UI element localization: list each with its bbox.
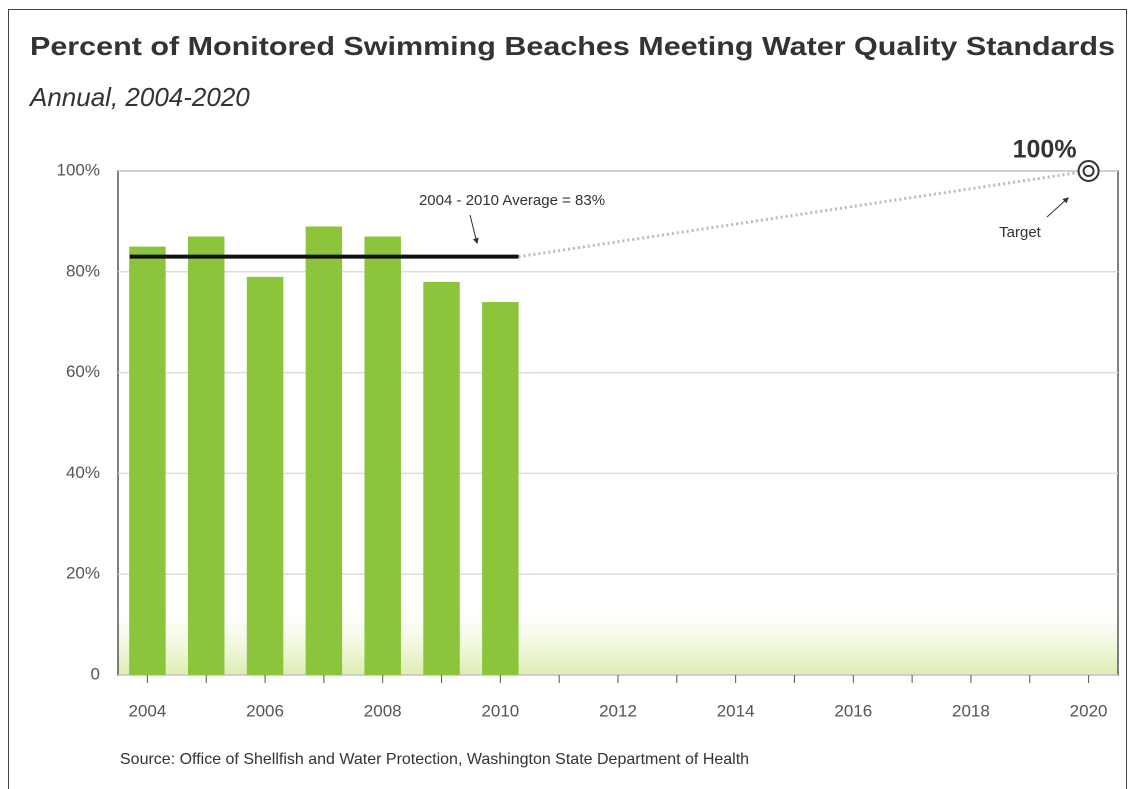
- x-tick-label: 2020: [1070, 701, 1108, 720]
- bar: [246, 276, 284, 675]
- bar: [305, 226, 343, 675]
- bar: [188, 236, 225, 675]
- average-arrow: [469, 214, 479, 245]
- frame: [8, 9, 1127, 789]
- chart-title: Percent of Monitored Swimming Beaches Me…: [30, 31, 1115, 61]
- target-label: Target: [999, 224, 1042, 241]
- y-tick-label: 100%: [57, 160, 100, 179]
- bar: [364, 236, 401, 675]
- chart-subtitle: Annual, 2004-2020: [28, 82, 250, 112]
- average-label: 2004 - 2010 Average = 83%: [419, 192, 605, 209]
- x-tick-label: 2018: [952, 701, 990, 720]
- target-marker: [1077, 160, 1100, 182]
- x-tick-label: 2014: [717, 701, 755, 720]
- x-tick-label: 2010: [481, 701, 519, 720]
- target-projection: [518, 169, 1089, 259]
- x-tick-label: 2012: [599, 701, 637, 720]
- y-tick-label: 80%: [66, 261, 100, 280]
- bar: [129, 246, 166, 675]
- target-marker-inner: [1082, 165, 1095, 177]
- y-tick-label: 20%: [66, 564, 100, 583]
- x-tick-label: 2008: [364, 701, 402, 720]
- y-tick-label: 60%: [66, 362, 100, 381]
- y-tick-label: 0: [91, 664, 100, 683]
- source: Source: Office of Shellfish and Water Pr…: [120, 751, 749, 768]
- x-tick-label: 2016: [834, 701, 872, 720]
- bar: [423, 281, 460, 675]
- plot-fade: [118, 610, 1118, 675]
- target-arrow: [1046, 197, 1069, 218]
- x-tick-label: 2006: [246, 701, 284, 720]
- x-tick-label: 2004: [128, 701, 166, 720]
- bar: [482, 302, 519, 675]
- y-tick-label: 40%: [66, 463, 100, 482]
- target-value-label: 100%: [1013, 136, 1077, 164]
